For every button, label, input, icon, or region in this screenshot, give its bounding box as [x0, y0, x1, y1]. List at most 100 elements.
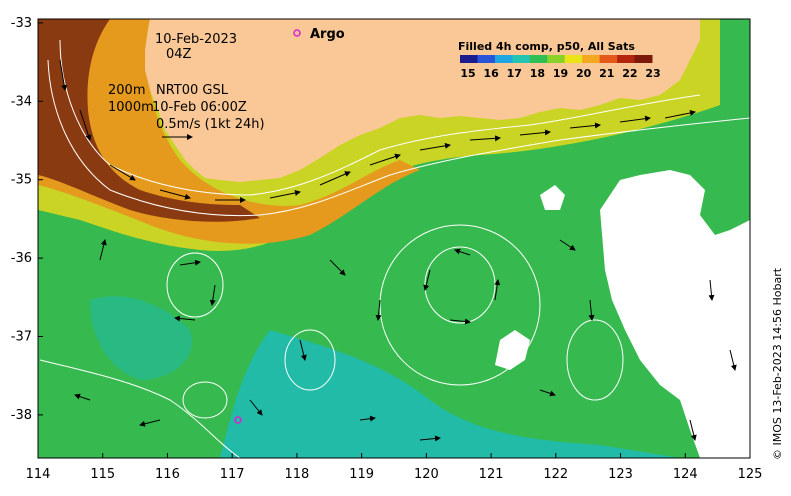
colorbar-tick-label: 18: [530, 67, 545, 80]
current-arrow: [74, 393, 91, 401]
longitude-axis: 114 115 116 117 118 119 120 121 122 123 124 125: [26, 453, 763, 482]
argo-legend-icon: [293, 29, 301, 37]
colorbar-tick-label: 20: [576, 67, 592, 80]
lon-tick-label: 125: [738, 467, 763, 482]
argo-float-marker: [234, 416, 242, 424]
lon-tick-label: 116: [155, 467, 180, 482]
colorbar-segment: [634, 55, 653, 63]
colorbar-segment: [529, 55, 548, 63]
colorbar-segment: [460, 55, 478, 63]
current-arrow: [419, 435, 441, 442]
eddy-contour-4: [284, 329, 336, 391]
current-arrow: [708, 279, 715, 301]
current-arrow: [539, 389, 556, 397]
current-arrow: [519, 129, 551, 136]
current-arrow: [99, 239, 107, 261]
cool-water-patch-west: [90, 296, 192, 380]
colorbar-legend: Filled 4h comp, p50, All Sats 15 16 17 18 19…: [458, 40, 661, 80]
current-arrow: [139, 419, 161, 427]
colorbar-tick-label: 17: [507, 67, 522, 80]
colorbar-segment: [617, 55, 636, 63]
current-arrow: [588, 299, 595, 321]
annotation-time: 04Z: [166, 47, 192, 62]
current-arrow: [419, 142, 451, 151]
colorbar-tick-label: 23: [645, 67, 660, 80]
current-arrow: [423, 269, 431, 291]
current-arrow: [59, 59, 68, 91]
contour-200m: [59, 39, 701, 196]
colorbar-segment: [512, 55, 531, 63]
lat-tick-label: -38: [11, 408, 32, 423]
colorbar-segment: [494, 55, 513, 63]
current-arrow: [179, 259, 201, 266]
credit-strip: © IMOS 13-Feb-2023 14:56 Hobart: [771, 267, 784, 460]
colorbar-tick-label: 19: [553, 67, 568, 80]
lat-tick-label: -35: [11, 173, 32, 188]
eddy-contour-1: [166, 252, 224, 318]
lon-tick-label: 119: [349, 467, 374, 482]
current-arrow: [369, 153, 401, 166]
cloud-mask-east: [600, 170, 750, 458]
current-arrow: [494, 279, 501, 301]
colorbar-tick-label: 22: [622, 67, 637, 80]
current-arrow: [109, 164, 136, 181]
leeuwin-current-core: [38, 19, 260, 222]
lat-tick-label: -37: [11, 329, 32, 344]
plot-frame: [37, 18, 751, 459]
annotation-currents-1: NRT00 GSL: [156, 83, 229, 98]
colorbar-tick-label: 21: [599, 67, 614, 80]
argo-legend: Argo: [293, 27, 345, 42]
current-vectors: [59, 59, 737, 442]
cloud-mask-small: [540, 185, 565, 210]
eddy-contour-5: [182, 381, 228, 419]
current-arrow: [569, 122, 601, 129]
lon-tick-label: 124: [673, 467, 698, 482]
current-arrow: [79, 109, 92, 141]
lon-tick-label: 123: [608, 467, 633, 482]
colorbar-ticks: 15 16 17 18 19 20 21 22 23: [460, 67, 660, 80]
current-arrow: [375, 299, 382, 321]
annotation-contours-2: 1000m: [108, 100, 154, 115]
eddy-contour-7: [39, 359, 241, 458]
contour-1000m: [47, 59, 750, 217]
lon-tick-label: 120: [414, 467, 439, 482]
lon-tick-label: 114: [26, 467, 51, 482]
current-arrow: [269, 190, 301, 199]
current-arrow: [454, 248, 471, 256]
colorbar-title: Filled 4h comp, p50, All Sats: [458, 40, 635, 53]
current-arrow: [619, 115, 651, 123]
current-arrow: [689, 419, 697, 441]
annotation-scale: 0.5m/s (1kt 24h): [156, 117, 265, 132]
current-arrow: [329, 259, 346, 276]
latitude-axis: -33 -34 -35 -36 -37 -38: [11, 16, 43, 423]
colorbar-segment: [477, 55, 496, 63]
lat-tick-label: -36: [11, 251, 32, 266]
lon-tick-label: 122: [543, 467, 568, 482]
current-arrow: [299, 339, 307, 361]
colorbar: [460, 55, 653, 63]
current-arrow: [449, 318, 471, 325]
current-arrow: [664, 110, 696, 119]
current-arrow: [359, 415, 376, 422]
lat-tick-label: -33: [11, 16, 32, 31]
map-annotations: 10-Feb-2023 04Z 200m NRT00 GSL 1000m 10-…: [108, 32, 265, 140]
lon-tick-label: 118: [284, 467, 309, 482]
lon-tick-label: 115: [90, 467, 115, 482]
colorbar-segment: [547, 55, 566, 63]
colorbar-segment: [599, 55, 618, 63]
current-arrow: [319, 171, 351, 186]
annotation-contours-1: 200m: [108, 83, 145, 98]
lat-tick-label: -34: [11, 94, 32, 109]
annotation-currents-2: 10-Feb 06:00Z: [152, 100, 247, 115]
cloud-mask-central: [495, 330, 530, 370]
lon-tick-label: 117: [220, 467, 245, 482]
argo-legend-label: Argo: [310, 27, 345, 42]
colorbar-tick-label: 16: [483, 67, 499, 80]
current-arrow: [209, 284, 216, 306]
current-arrow: [469, 135, 501, 142]
current-arrow: [249, 399, 263, 416]
credit-text: © IMOS 13-Feb-2023 14:56 Hobart: [771, 267, 784, 460]
current-arrow: [174, 315, 196, 322]
current-arrow: [159, 189, 191, 200]
